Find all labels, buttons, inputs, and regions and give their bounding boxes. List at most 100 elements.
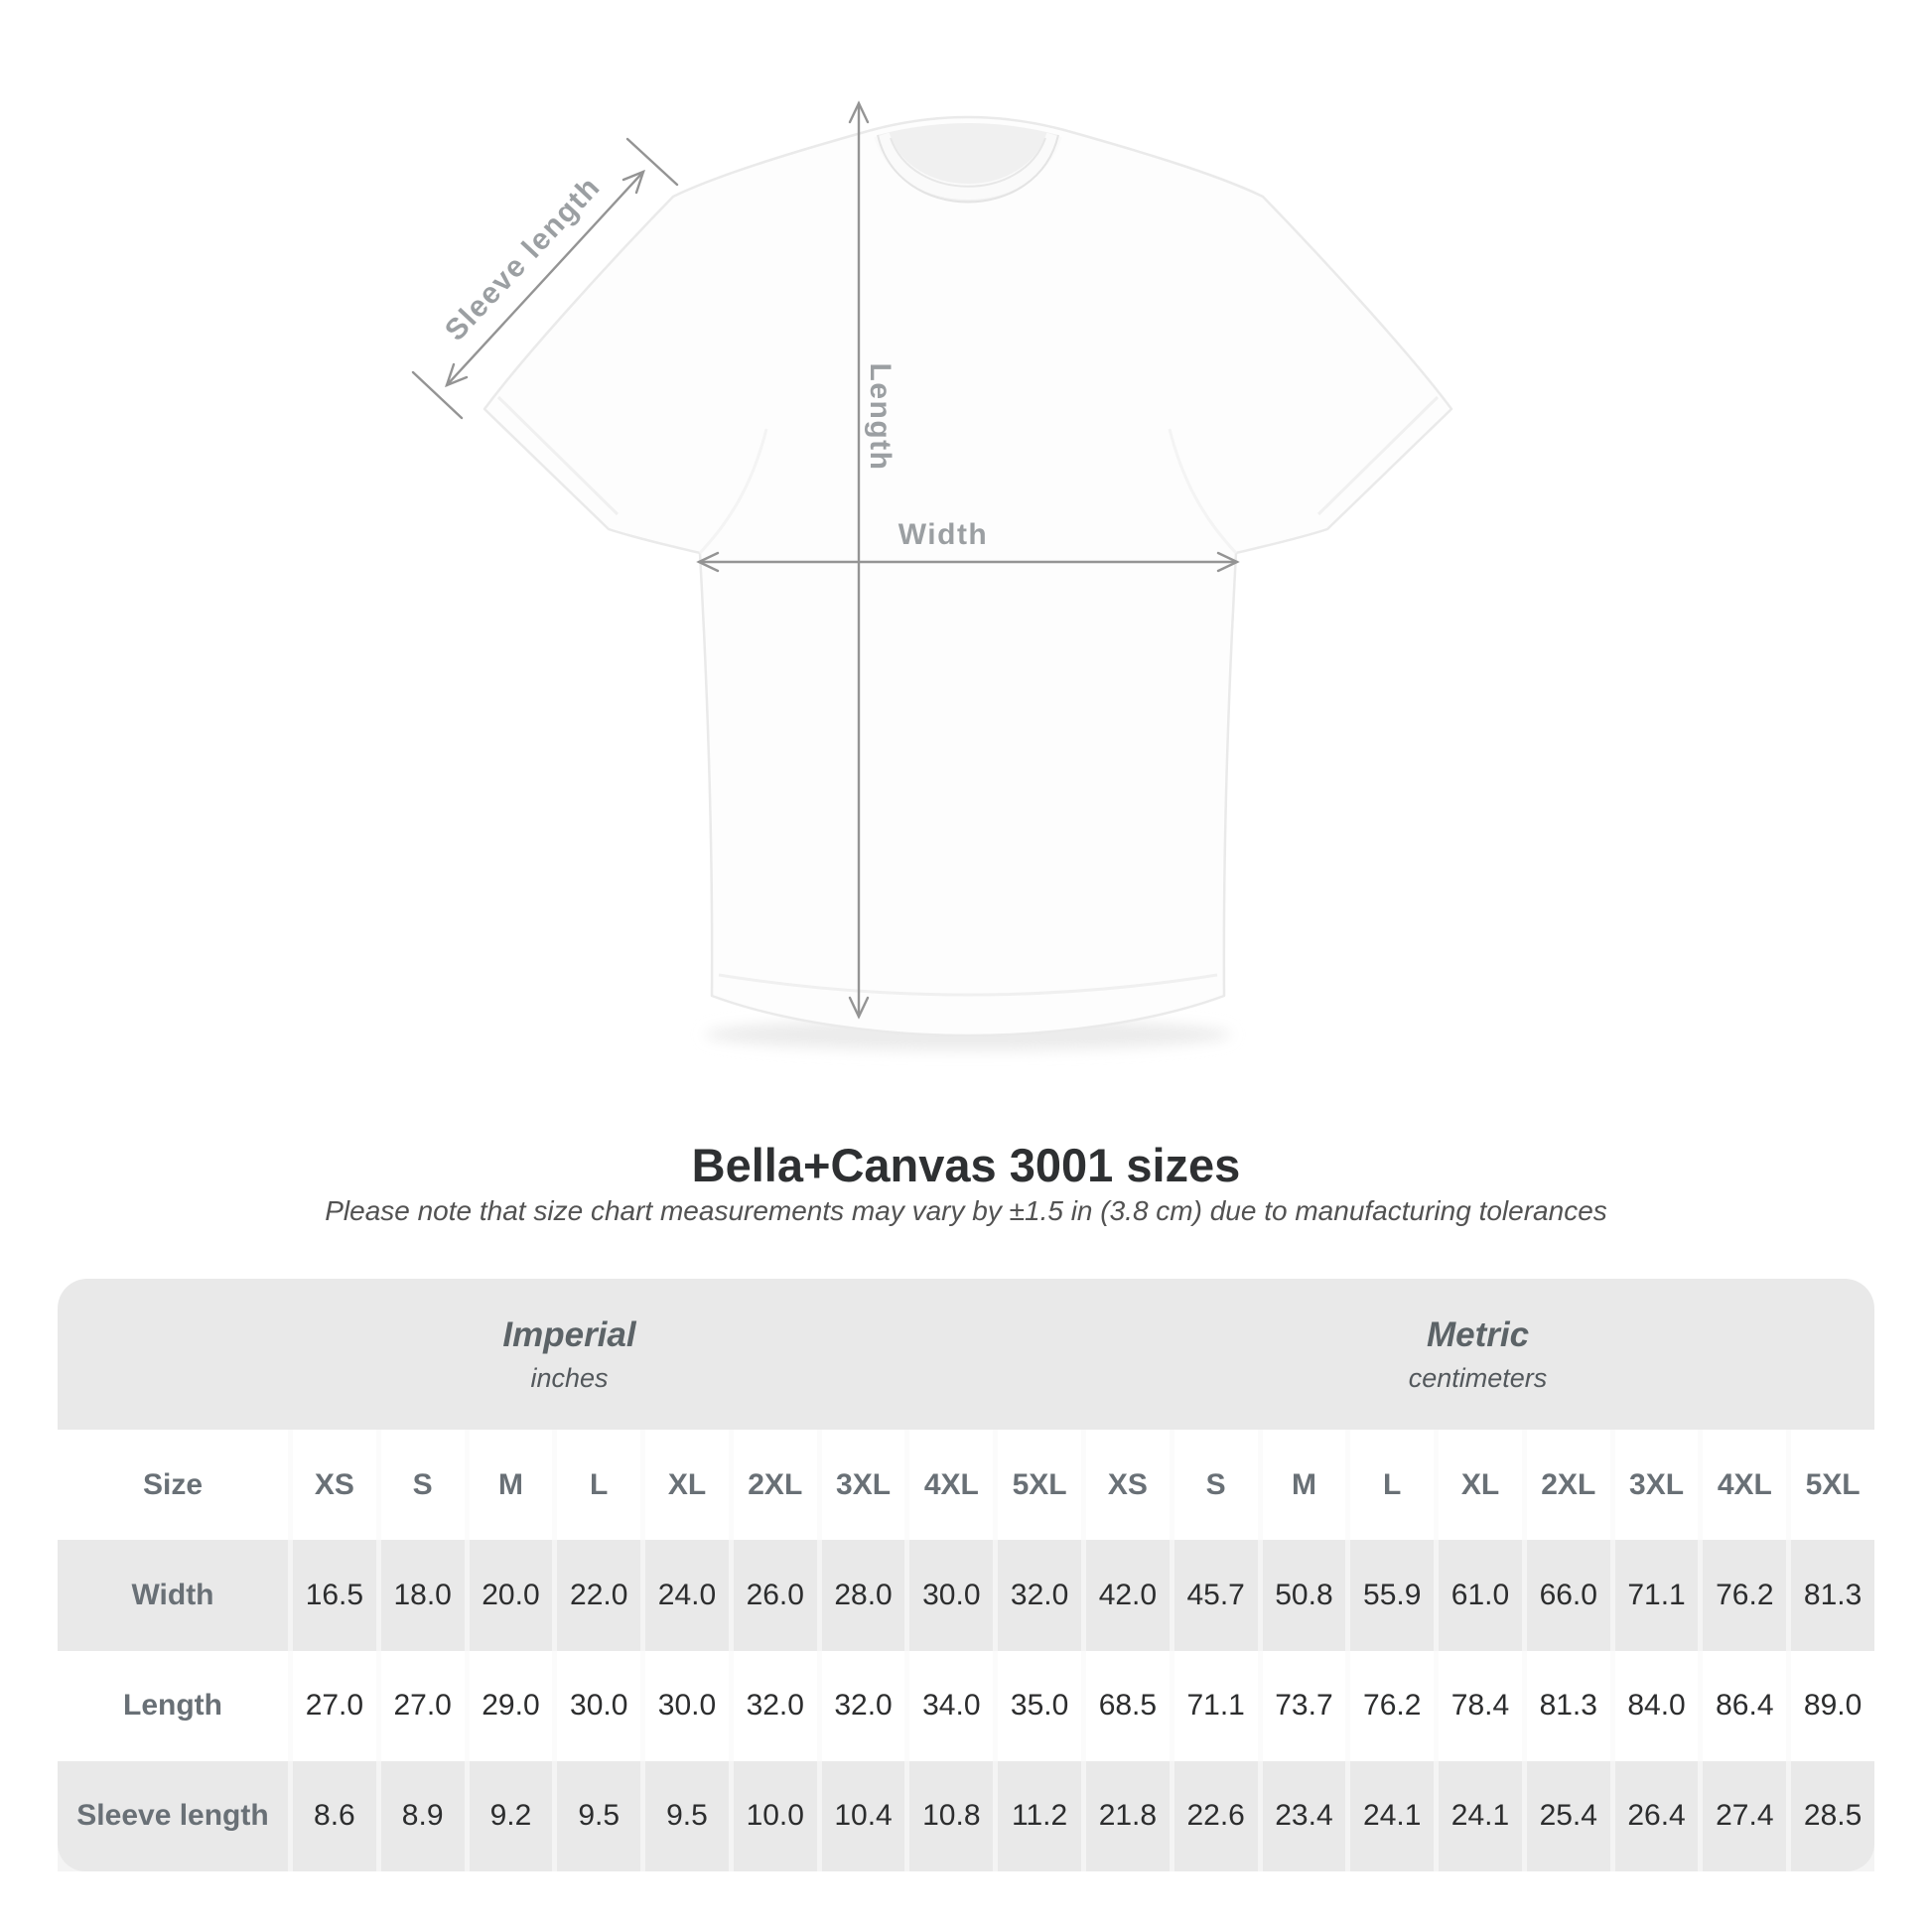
sleeve-length-value-cell: 22.6 [1173,1760,1258,1871]
width-value-cell: 71.1 [1614,1540,1699,1651]
imperial-unit: inches [530,1362,609,1393]
width-value-cell: 42.0 [1086,1540,1170,1651]
sleeve-length-value-cell: 8.9 [380,1760,465,1871]
sleeve-length-value-cell: 10.8 [909,1760,994,1871]
length-value-cell: 73.7 [1262,1650,1346,1761]
size-header-cell: S [380,1430,465,1541]
size-header-cell: XS [1086,1430,1170,1541]
size-table: Imperial inches Metric centimeters Size … [58,1279,1874,1871]
sleeve-length-value-cell: 24.1 [1439,1760,1522,1871]
width-value-cell: 26.0 [733,1540,817,1651]
sleeve-length-row-label: Sleeve length [58,1760,288,1871]
width-value-cell: 20.0 [469,1540,553,1651]
right-armpit-crease [1168,428,1238,555]
hem-seam [718,973,1218,997]
tshirt-silhouette [483,115,1453,1037]
size-header-cell: 3XL [1614,1430,1699,1541]
size-header-cell: 4XL [1703,1430,1787,1541]
sleeve-length-value-cell: 23.4 [1262,1760,1346,1871]
length-value-cell: 76.2 [1350,1650,1435,1761]
length-value-cell: 68.5 [1086,1650,1170,1761]
width-value-cell: 18.0 [380,1540,465,1651]
size-header-cell: L [1350,1430,1435,1541]
size-header-cell: XS [293,1430,376,1541]
size-header-cell: M [469,1430,553,1541]
metric-header: Metric centimeters [1081,1279,1874,1430]
width-value-cell: 61.0 [1439,1540,1522,1651]
length-value-cell: 78.4 [1439,1650,1522,1761]
length-value-cell: 32.0 [733,1650,817,1761]
length-value-cell: 86.4 [1703,1650,1787,1761]
sleeve-length-value-cell: 9.2 [469,1760,553,1871]
width-arrow [696,551,1240,573]
width-value-cell: 76.2 [1703,1540,1787,1651]
sleeve-length-value-cell: 9.5 [557,1760,641,1871]
width-value-cell: 22.0 [557,1540,641,1651]
length-arrow [848,100,870,1020]
sleeve-length-value-cell: 24.1 [1350,1760,1435,1871]
width-value-cell: 55.9 [1350,1540,1435,1651]
length-value-cell: 71.1 [1173,1650,1258,1761]
width-value-cell: 50.8 [1262,1540,1346,1651]
collar-outer-edge [877,134,1059,204]
imperial-header: Imperial inches [58,1279,1081,1430]
length-value-cell: 35.0 [998,1650,1081,1761]
sleeve-length-value-cell: 26.4 [1614,1760,1699,1871]
left-armpit-crease [698,428,768,555]
size-header-cell: 2XL [733,1430,817,1541]
length-value-cell: 81.3 [1526,1650,1610,1761]
length-row-label: Length [58,1650,288,1761]
metric-title: Metric [1426,1314,1530,1354]
width-value-cell: 28.0 [821,1540,905,1651]
length-row: Length 27.0 27.0 29.0 30.0 30.0 32.0 32.0 34.0 3… [58,1650,1874,1761]
size-header-cell: 5XL [998,1430,1081,1541]
sleeve-length-arrow [411,137,679,420]
sleeve-length-value-cell: 27.4 [1703,1760,1787,1871]
length-value-cell: 29.0 [469,1650,553,1761]
length-value-cell: 30.0 [557,1650,641,1761]
page-title: Bella+Canvas 3001 sizes [691,1139,1241,1191]
metric-unit: centimeters [1408,1362,1548,1393]
sleeve-length-value-cell: 10.4 [821,1760,905,1871]
left-cuff-seam [496,395,620,516]
length-value-cell: 32.0 [821,1650,905,1761]
size-header-cell: 5XL [1791,1430,1874,1541]
width-value-cell: 81.3 [1791,1540,1874,1651]
right-cuff-seam [1316,395,1440,516]
width-row-label: Width [58,1540,288,1651]
size-header-cell: L [557,1430,641,1541]
size-header-cell: XL [645,1430,729,1541]
length-value-cell: 34.0 [909,1650,994,1761]
size-column-label: Size [58,1430,288,1541]
width-value-cell: 30.0 [909,1540,994,1651]
size-header-cell: S [1173,1430,1258,1541]
size-header-cell: 2XL [1526,1430,1610,1541]
sleeve-length-value-cell: 10.0 [733,1760,817,1871]
sleeve-length-value-cell: 11.2 [998,1760,1081,1871]
width-value-cell: 16.5 [293,1540,376,1651]
sleeve-length-value-cell: 28.5 [1791,1760,1874,1871]
width-value-cell: 66.0 [1526,1540,1610,1651]
sleeve-length-value-cell: 25.4 [1526,1760,1610,1871]
sleeve-length-row: Sleeve length 8.6 8.9 9.2 9.5 9.5 10.0 10.4 10.… [58,1760,1874,1871]
length-value-cell: 27.0 [380,1650,465,1761]
sleeve-length-value-cell: 21.8 [1086,1760,1170,1871]
length-diagram-label: Length [864,362,897,472]
imperial-title: Imperial [502,1314,636,1354]
size-header-cell: 3XL [821,1430,905,1541]
size-header-cell: M [1262,1430,1346,1541]
width-diagram-label: Width [897,518,989,551]
unit-header-band: Imperial inches Metric centimeters [58,1279,1874,1430]
length-value-cell: 30.0 [645,1650,729,1761]
size-header-cell: XL [1439,1430,1522,1541]
length-value-cell: 27.0 [293,1650,376,1761]
collar-inner-edge [890,137,1046,188]
width-value-cell: 32.0 [998,1540,1081,1651]
tshirt-measurement-diagram [411,100,1453,1050]
width-value-cell: 24.0 [645,1540,729,1651]
size-header-cell: 4XL [909,1430,994,1541]
collar-ribbing [874,132,1062,200]
length-value-cell: 89.0 [1791,1650,1874,1761]
sleeve-length-value-cell: 8.6 [293,1760,376,1871]
width-value-cell: 45.7 [1173,1540,1258,1651]
